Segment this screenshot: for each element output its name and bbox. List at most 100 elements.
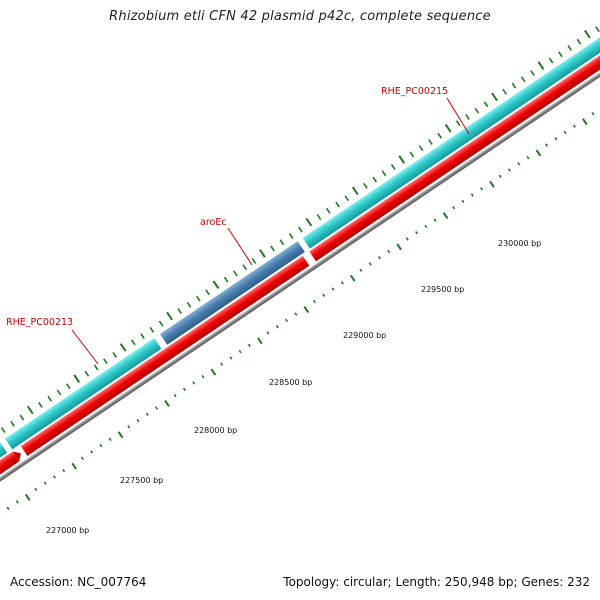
- inner-minor-tick: [470, 193, 474, 197]
- inner-minor-tick: [368, 262, 372, 266]
- outer-minor-tick: [483, 101, 489, 108]
- forward-gene-aroec: [159, 241, 305, 345]
- inner-minor-tick: [90, 450, 94, 454]
- inner-minor-tick: [591, 111, 595, 116]
- inner-minor-tick: [192, 381, 196, 385]
- inner-minor-tick: [34, 487, 38, 492]
- inner-minor-tick: [498, 174, 502, 179]
- outer-major-tick: [584, 29, 591, 39]
- outer-minor-tick: [511, 82, 517, 89]
- outer-minor-tick: [158, 320, 164, 327]
- outer-minor-tick: [65, 383, 71, 390]
- outer-minor-tick: [19, 414, 25, 421]
- tick-label-229500: 229500 bp: [421, 285, 464, 294]
- tick-label-228500: 228500 bp: [269, 378, 312, 387]
- inner-minor-tick: [312, 299, 316, 304]
- inner-minor-tick: [136, 418, 140, 423]
- outer-minor-tick: [177, 308, 183, 314]
- inner-minor-tick: [424, 224, 428, 229]
- leader-rhe-pc00215: [446, 97, 470, 135]
- outer-major-tick: [212, 280, 220, 290]
- gene-label-rhe-pc00215: RHE_PC00215: [381, 86, 448, 97]
- reverse-gene-arrow-tip: [12, 451, 21, 462]
- outer-minor-tick: [390, 164, 396, 170]
- outer-minor-tick: [455, 120, 461, 127]
- inner-minor-tick: [266, 331, 270, 335]
- inner-major-tick: [303, 306, 310, 313]
- inner-minor-tick: [545, 143, 549, 147]
- outer-minor-tick: [548, 57, 554, 64]
- inner-major-tick: [117, 431, 124, 439]
- inner-minor-tick: [433, 218, 437, 222]
- inner-minor-tick: [480, 187, 484, 191]
- outer-minor-tick: [47, 395, 53, 402]
- outer-major-tick: [73, 374, 81, 383]
- inner-major-tick: [71, 462, 77, 470]
- inner-minor-tick: [359, 268, 363, 272]
- outer-major-tick: [491, 92, 498, 102]
- inner-minor-tick: [526, 155, 530, 160]
- inner-minor-tick: [285, 318, 289, 323]
- forward-gene-rhe-pc00215: [302, 14, 600, 249]
- leader-rhe-pc00213: [71, 329, 99, 365]
- inner-major-tick: [164, 399, 170, 407]
- inner-minor-tick: [99, 443, 103, 448]
- outer-minor-tick: [93, 364, 99, 371]
- outer-major-tick: [305, 217, 313, 227]
- outer-major-tick: [166, 311, 173, 321]
- inner-minor-tick: [387, 249, 391, 254]
- forward-strand: [0, 14, 600, 494]
- inner-minor-tick: [62, 468, 66, 473]
- outer-minor-tick: [344, 195, 350, 202]
- outer-minor-tick: [149, 326, 155, 333]
- outer-minor-tick: [316, 214, 322, 221]
- outer-minor-tick: [112, 351, 118, 358]
- outer-minor-tick: [270, 245, 275, 252]
- inner-minor-tick: [563, 130, 567, 135]
- topology-stats-text: Topology: circular; Length: 250,948 bp; …: [283, 575, 590, 589]
- inner-minor-tick: [461, 199, 465, 204]
- inner-minor-tick: [294, 312, 298, 316]
- inner-minor-tick: [452, 205, 456, 210]
- accession-text: Accession: NC_007764: [10, 575, 147, 589]
- outer-major-tick: [351, 186, 359, 196]
- outer-tick-row: [0, 26, 600, 433]
- outer-minor-tick: [363, 182, 368, 189]
- inner-major-tick: [210, 368, 217, 376]
- inner-major-tick: [489, 180, 495, 188]
- inner-minor-tick: [377, 256, 381, 260]
- inner-minor-tick: [247, 343, 251, 348]
- inner-minor-tick: [173, 393, 177, 398]
- outer-minor-tick: [186, 301, 192, 308]
- outer-minor-tick: [84, 370, 90, 377]
- outer-major-tick: [537, 61, 545, 70]
- outer-minor-tick: [409, 151, 415, 158]
- outer-minor-tick: [130, 339, 136, 346]
- inner-minor-tick: [201, 375, 205, 379]
- inner-minor-tick: [322, 293, 326, 298]
- outer-minor-tick: [576, 38, 582, 45]
- outer-minor-tick: [595, 26, 600, 33]
- gene-label-rhe-pc00213: RHE_PC00213: [6, 317, 73, 328]
- outer-minor-tick: [437, 132, 443, 139]
- inner-minor-tick: [43, 481, 47, 485]
- inner-minor-tick: [415, 230, 419, 235]
- inner-minor-tick: [220, 362, 224, 366]
- outer-minor-tick: [223, 276, 229, 283]
- outer-minor-tick: [502, 88, 508, 95]
- tick-label-229000: 229000 bp: [343, 331, 386, 340]
- outer-major-tick: [26, 405, 34, 415]
- outer-minor-tick: [56, 389, 62, 396]
- outer-minor-tick: [465, 113, 470, 120]
- outer-minor-tick: [418, 145, 424, 152]
- outer-minor-tick: [279, 239, 285, 246]
- outer-major-tick: [444, 123, 452, 133]
- reverse-gene-partial: [0, 451, 20, 506]
- inner-major-tick: [396, 243, 402, 251]
- inner-major-tick: [257, 337, 263, 345]
- outer-minor-tick: [205, 289, 210, 296]
- tick-label-228000: 228000 bp: [194, 426, 237, 435]
- inner-major-tick: [442, 212, 449, 220]
- inner-minor-tick: [340, 281, 344, 285]
- reverse-gene-long: [309, 26, 600, 262]
